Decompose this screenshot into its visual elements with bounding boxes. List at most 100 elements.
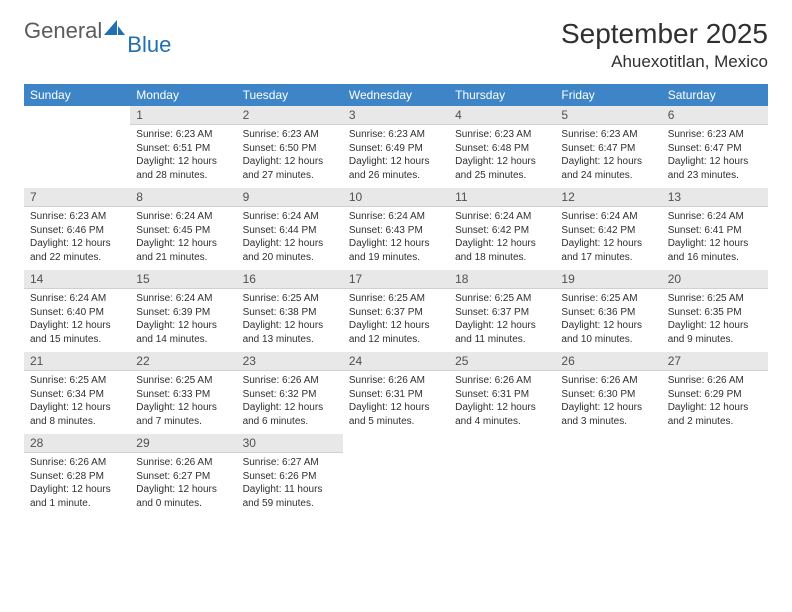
day-body: Sunrise: 6:24 AMSunset: 6:40 PMDaylight:… bbox=[24, 289, 130, 348]
sunrise-text: Sunrise: 6:23 AM bbox=[668, 128, 762, 142]
calendar-row: 28Sunrise: 6:26 AMSunset: 6:28 PMDayligh… bbox=[24, 434, 768, 516]
daylight-text: Daylight: 12 hours and 3 minutes. bbox=[561, 401, 655, 428]
sunrise-text: Sunrise: 6:26 AM bbox=[668, 374, 762, 388]
sunrise-text: Sunrise: 6:24 AM bbox=[136, 292, 230, 306]
sunset-text: Sunset: 6:41 PM bbox=[668, 224, 762, 238]
daylight-text: Daylight: 12 hours and 22 minutes. bbox=[30, 237, 124, 264]
day-body: Sunrise: 6:23 AMSunset: 6:47 PMDaylight:… bbox=[555, 125, 661, 184]
day-body: Sunrise: 6:26 AMSunset: 6:27 PMDaylight:… bbox=[130, 453, 236, 512]
day-body: Sunrise: 6:24 AMSunset: 6:45 PMDaylight:… bbox=[130, 207, 236, 266]
daylight-text: Daylight: 12 hours and 1 minute. bbox=[30, 483, 124, 510]
sunrise-text: Sunrise: 6:25 AM bbox=[136, 374, 230, 388]
daylight-text: Daylight: 11 hours and 59 minutes. bbox=[243, 483, 337, 510]
day-body: Sunrise: 6:23 AMSunset: 6:50 PMDaylight:… bbox=[237, 125, 343, 184]
sunrise-text: Sunrise: 6:25 AM bbox=[30, 374, 124, 388]
day-number: 16 bbox=[237, 270, 343, 289]
calendar-cell: 29Sunrise: 6:26 AMSunset: 6:27 PMDayligh… bbox=[130, 434, 236, 516]
calendar-cell: 27Sunrise: 6:26 AMSunset: 6:29 PMDayligh… bbox=[662, 352, 768, 434]
day-body: Sunrise: 6:24 AMSunset: 6:39 PMDaylight:… bbox=[130, 289, 236, 348]
sunrise-text: Sunrise: 6:23 AM bbox=[136, 128, 230, 142]
calendar-cell: 2Sunrise: 6:23 AMSunset: 6:50 PMDaylight… bbox=[237, 106, 343, 188]
sunset-text: Sunset: 6:36 PM bbox=[561, 306, 655, 320]
day-number: 14 bbox=[24, 270, 130, 289]
sunset-text: Sunset: 6:34 PM bbox=[30, 388, 124, 402]
day-number: 4 bbox=[449, 106, 555, 125]
calendar-row: 14Sunrise: 6:24 AMSunset: 6:40 PMDayligh… bbox=[24, 270, 768, 352]
daylight-text: Daylight: 12 hours and 0 minutes. bbox=[136, 483, 230, 510]
daylight-text: Daylight: 12 hours and 21 minutes. bbox=[136, 237, 230, 264]
day-body: Sunrise: 6:26 AMSunset: 6:32 PMDaylight:… bbox=[237, 371, 343, 430]
daylight-text: Daylight: 12 hours and 25 minutes. bbox=[455, 155, 549, 182]
calendar-cell bbox=[24, 106, 130, 188]
calendar-cell bbox=[343, 434, 449, 516]
logo-sail-icon bbox=[104, 17, 126, 42]
sunset-text: Sunset: 6:40 PM bbox=[30, 306, 124, 320]
sunset-text: Sunset: 6:45 PM bbox=[136, 224, 230, 238]
day-number: 19 bbox=[555, 270, 661, 289]
daylight-text: Daylight: 12 hours and 26 minutes. bbox=[349, 155, 443, 182]
calendar-cell: 11Sunrise: 6:24 AMSunset: 6:42 PMDayligh… bbox=[449, 188, 555, 270]
page-title: September 2025 bbox=[561, 18, 768, 50]
calendar-cell: 30Sunrise: 6:27 AMSunset: 6:26 PMDayligh… bbox=[237, 434, 343, 516]
day-number bbox=[555, 434, 661, 452]
daylight-text: Daylight: 12 hours and 15 minutes. bbox=[30, 319, 124, 346]
sunset-text: Sunset: 6:35 PM bbox=[668, 306, 762, 320]
logo: General Blue bbox=[24, 18, 172, 44]
sunset-text: Sunset: 6:48 PM bbox=[455, 142, 549, 156]
sunrise-text: Sunrise: 6:24 AM bbox=[349, 210, 443, 224]
calendar-cell: 16Sunrise: 6:25 AMSunset: 6:38 PMDayligh… bbox=[237, 270, 343, 352]
day-header: Thursday bbox=[449, 84, 555, 106]
day-body: Sunrise: 6:27 AMSunset: 6:26 PMDaylight:… bbox=[237, 453, 343, 512]
day-number: 13 bbox=[662, 188, 768, 207]
daylight-text: Daylight: 12 hours and 9 minutes. bbox=[668, 319, 762, 346]
day-body: Sunrise: 6:23 AMSunset: 6:46 PMDaylight:… bbox=[24, 207, 130, 266]
daylight-text: Daylight: 12 hours and 7 minutes. bbox=[136, 401, 230, 428]
day-body: Sunrise: 6:26 AMSunset: 6:30 PMDaylight:… bbox=[555, 371, 661, 430]
daylight-text: Daylight: 12 hours and 12 minutes. bbox=[349, 319, 443, 346]
sunrise-text: Sunrise: 6:24 AM bbox=[30, 292, 124, 306]
calendar-cell: 15Sunrise: 6:24 AMSunset: 6:39 PMDayligh… bbox=[130, 270, 236, 352]
day-number: 6 bbox=[662, 106, 768, 125]
day-body: Sunrise: 6:26 AMSunset: 6:31 PMDaylight:… bbox=[343, 371, 449, 430]
sunrise-text: Sunrise: 6:25 AM bbox=[668, 292, 762, 306]
day-header: Sunday bbox=[24, 84, 130, 106]
sunrise-text: Sunrise: 6:24 AM bbox=[668, 210, 762, 224]
sunset-text: Sunset: 6:29 PM bbox=[668, 388, 762, 402]
day-number: 28 bbox=[24, 434, 130, 453]
day-number: 7 bbox=[24, 188, 130, 207]
day-body: Sunrise: 6:23 AMSunset: 6:47 PMDaylight:… bbox=[662, 125, 768, 184]
sunset-text: Sunset: 6:37 PM bbox=[455, 306, 549, 320]
day-number: 10 bbox=[343, 188, 449, 207]
calendar-table: Sunday Monday Tuesday Wednesday Thursday… bbox=[24, 84, 768, 516]
calendar-cell: 12Sunrise: 6:24 AMSunset: 6:42 PMDayligh… bbox=[555, 188, 661, 270]
calendar-head: Sunday Monday Tuesday Wednesday Thursday… bbox=[24, 84, 768, 106]
day-number: 5 bbox=[555, 106, 661, 125]
day-number: 18 bbox=[449, 270, 555, 289]
day-body: Sunrise: 6:23 AMSunset: 6:48 PMDaylight:… bbox=[449, 125, 555, 184]
day-number: 2 bbox=[237, 106, 343, 125]
daylight-text: Daylight: 12 hours and 18 minutes. bbox=[455, 237, 549, 264]
sunrise-text: Sunrise: 6:26 AM bbox=[243, 374, 337, 388]
daylight-text: Daylight: 12 hours and 19 minutes. bbox=[349, 237, 443, 264]
day-number: 22 bbox=[130, 352, 236, 371]
sunset-text: Sunset: 6:49 PM bbox=[349, 142, 443, 156]
daylight-text: Daylight: 12 hours and 2 minutes. bbox=[668, 401, 762, 428]
daylight-text: Daylight: 12 hours and 10 minutes. bbox=[561, 319, 655, 346]
day-number: 15 bbox=[130, 270, 236, 289]
daylight-text: Daylight: 12 hours and 24 minutes. bbox=[561, 155, 655, 182]
calendar-body: 1Sunrise: 6:23 AMSunset: 6:51 PMDaylight… bbox=[24, 106, 768, 516]
calendar-cell: 23Sunrise: 6:26 AMSunset: 6:32 PMDayligh… bbox=[237, 352, 343, 434]
sunset-text: Sunset: 6:47 PM bbox=[668, 142, 762, 156]
day-number: 1 bbox=[130, 106, 236, 125]
header: General Blue September 2025 Ahuexotitlan… bbox=[24, 18, 768, 72]
calendar-cell bbox=[662, 434, 768, 516]
calendar-cell: 19Sunrise: 6:25 AMSunset: 6:36 PMDayligh… bbox=[555, 270, 661, 352]
calendar-cell: 5Sunrise: 6:23 AMSunset: 6:47 PMDaylight… bbox=[555, 106, 661, 188]
day-number: 23 bbox=[237, 352, 343, 371]
calendar-cell: 18Sunrise: 6:25 AMSunset: 6:37 PMDayligh… bbox=[449, 270, 555, 352]
sunset-text: Sunset: 6:28 PM bbox=[30, 470, 124, 484]
sunrise-text: Sunrise: 6:26 AM bbox=[561, 374, 655, 388]
day-number: 3 bbox=[343, 106, 449, 125]
calendar-cell: 14Sunrise: 6:24 AMSunset: 6:40 PMDayligh… bbox=[24, 270, 130, 352]
page: General Blue September 2025 Ahuexotitlan… bbox=[0, 0, 792, 534]
